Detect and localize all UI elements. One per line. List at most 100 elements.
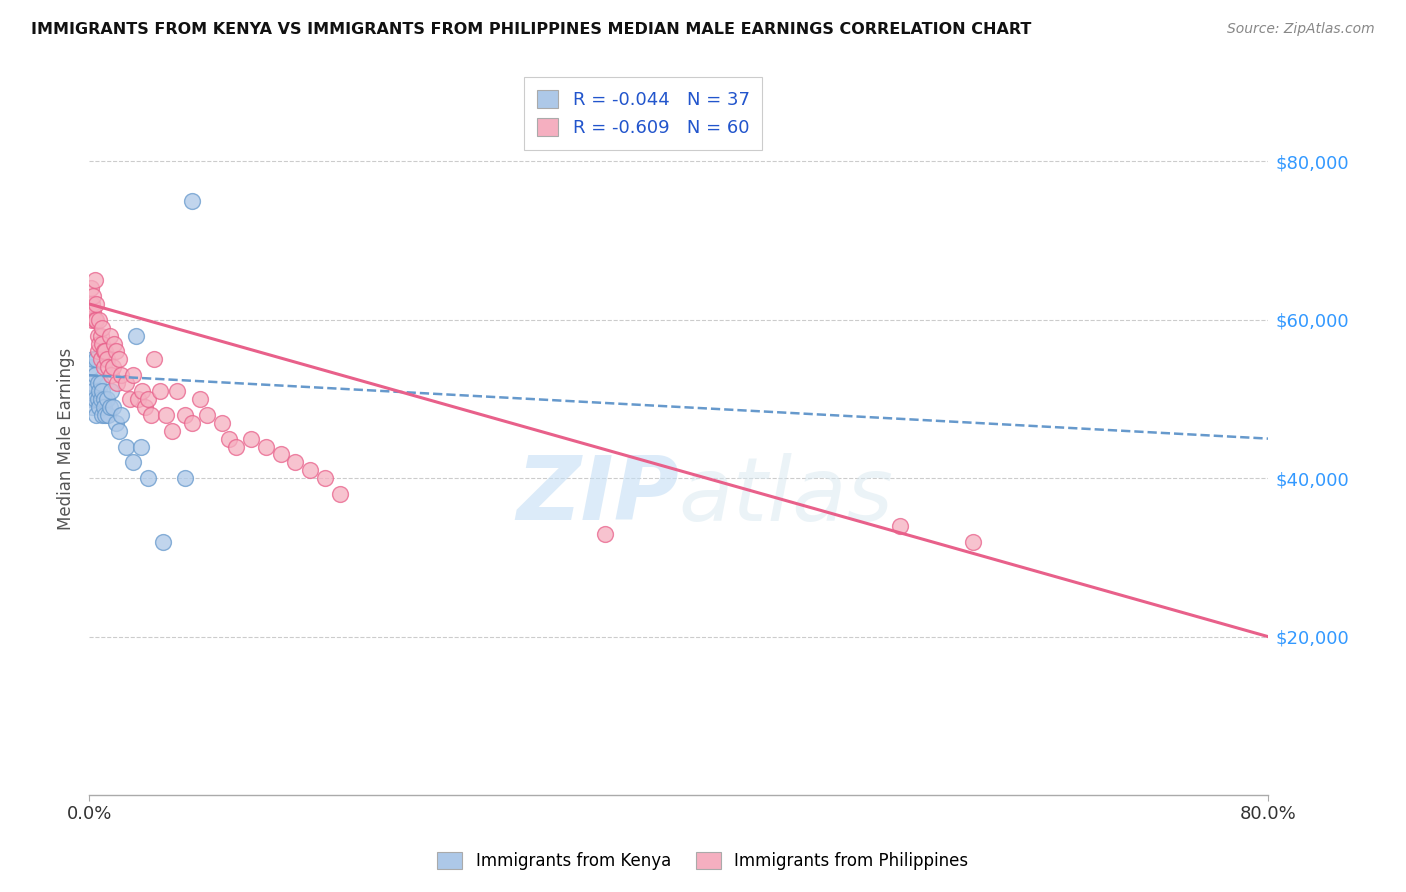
Point (107, 424, 129, 438)
Point (134, 400, 156, 414)
Point (90, 328, 112, 343)
Point (90, 392, 112, 406)
Point (94, 344, 117, 359)
Point (96, 352, 118, 367)
Point (120, 392, 142, 406)
Point (152, 534, 174, 549)
Point (80, 313, 103, 327)
Point (80, 400, 103, 414)
Point (136, 471, 159, 485)
Point (90, 352, 112, 367)
Point (136, 392, 159, 406)
Point (82, 305, 104, 319)
Point (299, 463, 322, 477)
Point (91, 408, 114, 422)
Point (90, 376, 112, 391)
Point (91, 320, 114, 334)
Point (87, 328, 110, 343)
Point (110, 368, 132, 383)
Point (79, 392, 101, 406)
Text: IMMIGRANTS FROM KENYA VS IMMIGRANTS FROM PHILIPPINES MEDIAN MALE EARNINGS CORREL: IMMIGRANTS FROM KENYA VS IMMIGRANTS FROM… (31, 22, 1032, 37)
Point (115, 376, 138, 391)
Point (87, 376, 110, 391)
Point (94, 408, 117, 422)
Point (98, 400, 121, 414)
Point (149, 384, 172, 398)
Point (218, 432, 240, 446)
Point (166, 384, 188, 398)
Point (254, 440, 277, 454)
Point (125, 328, 148, 343)
Point (87, 392, 110, 406)
Text: Source: ZipAtlas.com: Source: ZipAtlas.com (1227, 22, 1375, 37)
Point (115, 440, 138, 454)
Point (173, 471, 195, 485)
Legend: Immigrants from Kenya, Immigrants from Philippines: Immigrants from Kenya, Immigrants from P… (430, 845, 976, 877)
Point (962, 534, 984, 549)
Point (79, 360, 101, 375)
Point (82, 289, 104, 303)
Point (86, 297, 108, 311)
Point (181, 194, 204, 208)
Point (98, 328, 121, 343)
Legend: R = -0.044   N = 37, R = -0.609   N = 60: R = -0.044 N = 37, R = -0.609 N = 60 (524, 77, 762, 150)
Text: atlas: atlas (679, 452, 893, 539)
Point (101, 360, 124, 375)
Point (89, 400, 111, 414)
Point (89, 384, 111, 398)
Point (139, 408, 162, 422)
Point (84, 273, 107, 287)
Point (122, 368, 145, 383)
Point (173, 408, 195, 422)
Point (89, 313, 111, 327)
Point (87, 344, 110, 359)
Point (82, 352, 104, 367)
Point (107, 352, 129, 367)
Point (82, 384, 104, 398)
Point (284, 455, 307, 469)
Point (93, 360, 115, 375)
Point (110, 408, 132, 422)
Point (91, 384, 114, 398)
Point (131, 384, 153, 398)
Point (93, 392, 115, 406)
Point (593, 526, 616, 541)
Point (329, 487, 352, 501)
Y-axis label: Median Male Earnings: Median Male Earnings (58, 348, 75, 530)
Point (101, 400, 124, 414)
Point (80, 376, 103, 391)
Point (129, 440, 152, 454)
Point (105, 376, 128, 391)
Point (96, 392, 118, 406)
Point (80, 297, 103, 311)
Point (91, 336, 114, 351)
Point (86, 408, 108, 422)
Point (127, 392, 149, 406)
Point (97, 408, 120, 422)
Point (79, 281, 101, 295)
Point (100, 368, 122, 383)
Point (155, 408, 177, 422)
Point (93, 400, 115, 414)
Point (93, 344, 115, 359)
Point (104, 416, 127, 430)
Point (89, 336, 111, 351)
Point (188, 392, 211, 406)
Point (86, 313, 108, 327)
Point (97, 360, 120, 375)
Point (84, 313, 107, 327)
Point (160, 424, 183, 438)
Point (195, 408, 218, 422)
Point (889, 518, 911, 533)
Point (181, 416, 204, 430)
Point (122, 455, 145, 469)
Point (100, 384, 122, 398)
Point (211, 416, 233, 430)
Point (86, 352, 108, 367)
Point (84, 368, 107, 383)
Point (270, 447, 292, 461)
Point (142, 352, 165, 367)
Point (225, 440, 247, 454)
Point (240, 432, 263, 446)
Point (84, 392, 107, 406)
